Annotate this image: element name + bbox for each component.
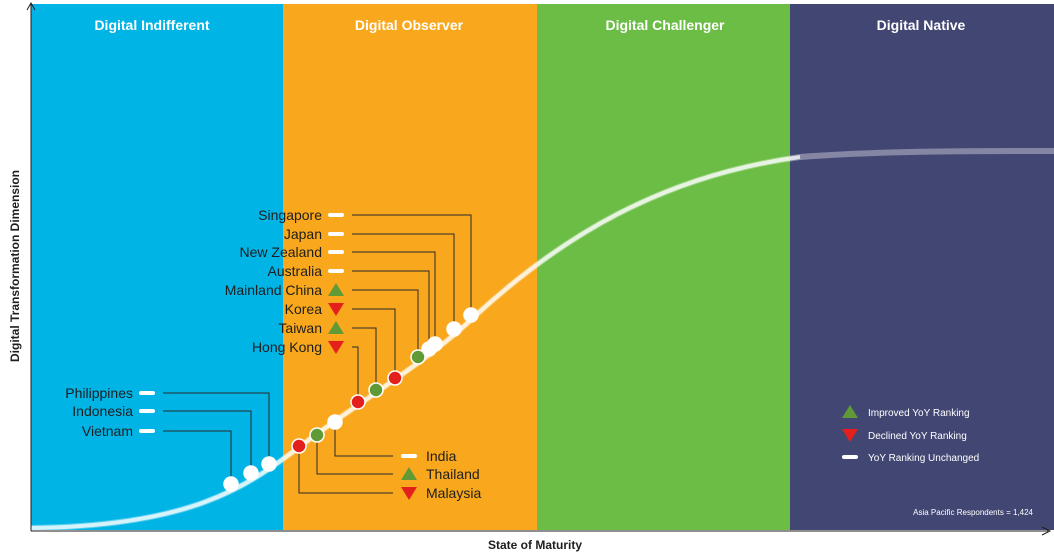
leader-line-vietnam: [163, 430, 232, 484]
y-axis-title: Digital Transformation Dimension: [8, 170, 22, 362]
band-digital-challenger: [537, 4, 790, 530]
legend-icon-unchanged: [842, 455, 858, 459]
stage-title-observer: Digital Observer: [355, 17, 464, 33]
status-marker-singapore: [328, 213, 344, 217]
band-digital-native: [790, 4, 1054, 530]
status-marker-new-zealand: [328, 250, 344, 254]
leader-line-philippines: [163, 392, 270, 464]
stage-titles: Digital Indifferent Digital Observer Dig…: [94, 17, 965, 33]
status-marker-india: [401, 454, 417, 458]
leader-lines: [163, 214, 472, 494]
country-point-korea: [387, 370, 403, 386]
status-marker-indonesia: [139, 409, 155, 413]
country-label-taiwan: Taiwan: [278, 320, 322, 336]
country-point-philippines: [261, 456, 277, 472]
country-label-korea: Korea: [285, 301, 323, 317]
country-point-japan: [446, 321, 462, 337]
leader-line-singapore: [352, 214, 472, 315]
country-point-malaysia: [291, 438, 307, 454]
country-label-mainland-china: Mainland China: [225, 282, 322, 298]
band-digital-observer: [283, 4, 537, 530]
status-marker-vietnam: [139, 429, 155, 433]
respondents-note: Asia Pacific Respondents = 1,424: [913, 508, 1033, 517]
country-point-thailand: [309, 427, 325, 443]
leader-line-new-zealand: [352, 251, 436, 344]
country-label-hong-kong: Hong Kong: [252, 339, 322, 355]
country-point-taiwan: [368, 382, 384, 398]
country-label-india: India: [426, 448, 457, 464]
leader-line-thailand: [316, 435, 393, 475]
country-points: [223, 307, 479, 492]
country-point-singapore: [463, 307, 479, 323]
leader-line-korea: [352, 308, 396, 378]
status-marker-japan: [328, 232, 344, 236]
legend-label-improved: Improved YoY Ranking: [868, 408, 970, 419]
x-axis-arrow: [1041, 526, 1052, 536]
leader-line-taiwan: [352, 327, 377, 390]
country-label-philippines: Philippines: [65, 385, 133, 401]
status-marker-australia: [328, 269, 344, 273]
status-marker-hong-kong: [328, 341, 344, 354]
leader-line-hong-kong: [352, 346, 359, 402]
country-point-india: [327, 414, 343, 430]
country-label-malaysia: Malaysia: [426, 485, 481, 501]
status-marker-taiwan: [328, 321, 344, 334]
country-label-indonesia: Indonesia: [72, 403, 133, 419]
leader-line-indonesia: [163, 410, 252, 473]
leader-line-india: [334, 422, 393, 457]
stage-title-native: Digital Native: [877, 17, 966, 33]
status-marker-mainland-china: [328, 283, 344, 296]
legend-label-declined: Declined YoY Ranking: [868, 431, 967, 442]
legend-icon-improved: [842, 405, 858, 418]
status-marker-korea: [328, 303, 344, 316]
stage-title-challenger: Digital Challenger: [605, 17, 725, 33]
legend-label-unchanged: YoY Ranking Unchanged: [868, 453, 979, 464]
country-label-new-zealand: New Zealand: [240, 244, 323, 260]
status-marker-philippines: [139, 391, 155, 395]
status-markers: [139, 213, 417, 500]
country-labels: Singapore Japan New Zealand Australia Mainla…: [65, 207, 481, 501]
country-point-indonesia: [243, 465, 259, 481]
country-point-mainland-china: [410, 349, 426, 365]
country-point-australia: [421, 341, 437, 357]
leader-line-japan: [352, 233, 455, 329]
country-label-australia: Australia: [268, 263, 323, 279]
stage-bands: [31, 4, 1054, 530]
country-point-vietnam: [223, 476, 239, 492]
country-label-thailand: Thailand: [426, 466, 480, 482]
country-label-japan: Japan: [284, 226, 322, 242]
leader-line-australia: [352, 270, 430, 349]
leader-line-mainland-china: [352, 289, 419, 357]
band-digital-indifferent: [31, 4, 283, 530]
x-axis-title: State of Maturity: [488, 538, 582, 552]
status-marker-malaysia: [401, 487, 417, 500]
country-label-vietnam: Vietnam: [82, 423, 133, 439]
stage-title-indifferent: Digital Indifferent: [94, 17, 209, 33]
status-marker-thailand: [401, 467, 417, 480]
country-label-singapore: Singapore: [258, 207, 322, 223]
legend: Improved YoY Ranking Declined YoY Ranking…: [842, 405, 979, 464]
y-axis-arrow: [26, 1, 36, 11]
country-point-hong-kong: [350, 394, 366, 410]
legend-icon-declined: [842, 429, 858, 442]
leader-line-malaysia: [298, 446, 393, 494]
axes: State of Maturity Digital Transformation…: [8, 1, 1052, 552]
